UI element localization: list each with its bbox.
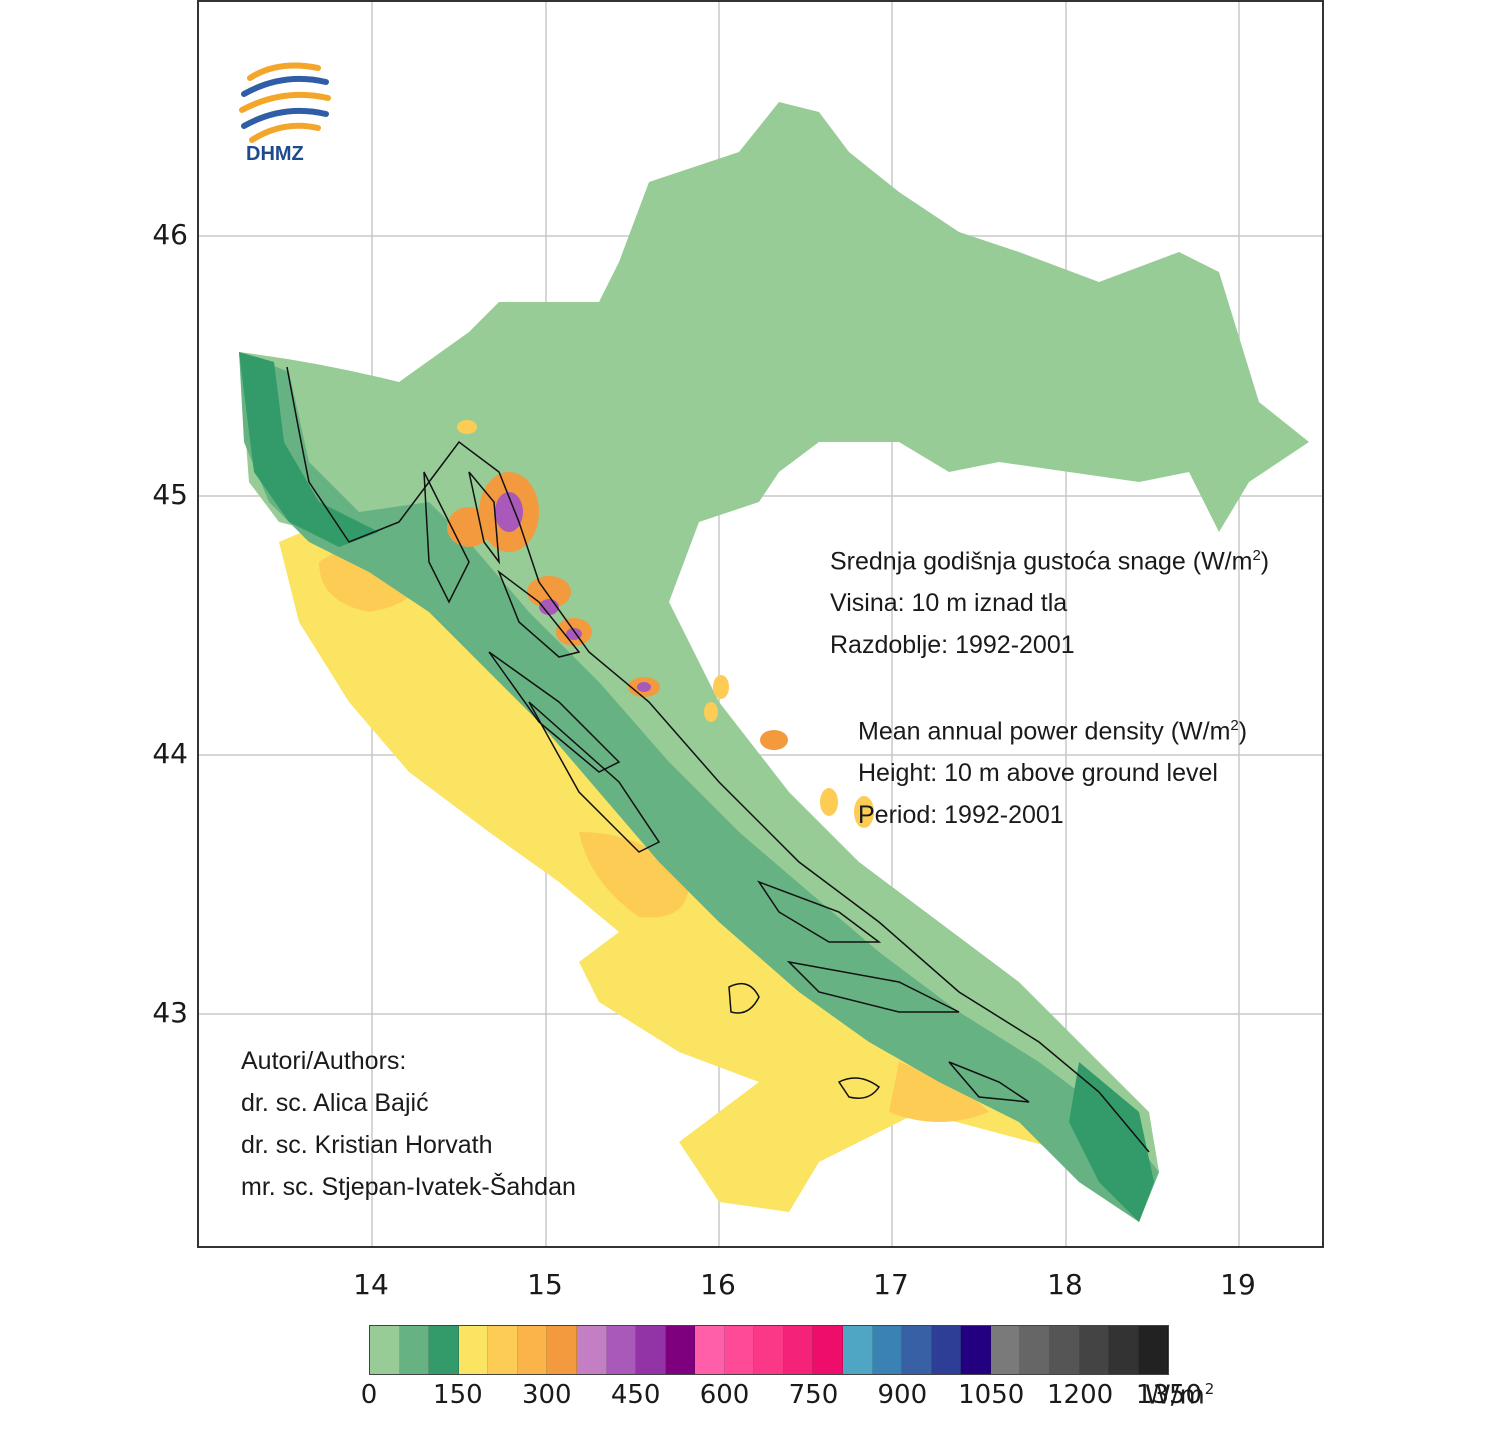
legend-swatch bbox=[576, 1326, 607, 1374]
legend-label: 1050 bbox=[958, 1380, 1025, 1410]
legend-swatch bbox=[429, 1326, 459, 1374]
legend-swatch bbox=[1049, 1326, 1080, 1374]
sea-orange-patch bbox=[889, 1062, 989, 1122]
dhmz-globe-icon: DHMZ bbox=[239, 62, 331, 165]
legend-swatch bbox=[754, 1326, 784, 1374]
legend-swatch bbox=[783, 1326, 814, 1374]
author-1: dr. sc. Alica Bajić bbox=[241, 1089, 429, 1117]
legend-swatch bbox=[1109, 1326, 1139, 1374]
legend-swatch bbox=[665, 1326, 696, 1374]
y-tick-44: 44 bbox=[152, 737, 188, 770]
sea-orange-patch bbox=[579, 832, 689, 918]
legend-label: 450 bbox=[610, 1380, 661, 1410]
title-en-line1: Mean annual power density (W/m2) bbox=[858, 717, 1248, 746]
legend-unit: W/m2 bbox=[1145, 1380, 1215, 1411]
legend-label: 1350 bbox=[1135, 1380, 1203, 1410]
legend-swatch bbox=[636, 1326, 666, 1374]
legend-label: 0 bbox=[360, 1380, 378, 1410]
land-mid-power bbox=[239, 352, 1159, 1222]
legend-swatch bbox=[458, 1326, 489, 1374]
map-frame bbox=[197, 0, 1324, 1248]
legend-swatch bbox=[724, 1326, 755, 1374]
legend-swatch bbox=[488, 1326, 518, 1374]
land-dark-power bbox=[1069, 1062, 1154, 1222]
legend-swatch bbox=[517, 1326, 548, 1374]
legend-swatch bbox=[1079, 1326, 1110, 1374]
title-en-line3: Period: 1992-2001 bbox=[858, 801, 1064, 830]
x-tick-18: 18 bbox=[1047, 1268, 1083, 1301]
legend-swatch bbox=[813, 1326, 843, 1374]
x-tick-15: 15 bbox=[527, 1268, 563, 1301]
y-tick-43: 43 bbox=[152, 996, 188, 1029]
legend-label: 900 bbox=[877, 1380, 928, 1410]
x-tick-17: 17 bbox=[873, 1268, 909, 1301]
land-low-power bbox=[239, 102, 1309, 1222]
title-hr-line1: Srednja godišnja gustoća snage (W/m2) bbox=[830, 547, 1270, 576]
legend-swatch bbox=[931, 1326, 962, 1374]
x-tick-14: 14 bbox=[353, 1268, 389, 1301]
legend-swatch bbox=[399, 1326, 430, 1374]
title-hr-line2: Visina: 10 m iznad tla bbox=[830, 589, 1068, 618]
y-tick-46: 46 bbox=[152, 218, 188, 251]
x-tick-19: 19 bbox=[1220, 1268, 1256, 1301]
legend-swatch bbox=[547, 1326, 577, 1374]
coastline-outline bbox=[286, 366, 1150, 1153]
logo-text: DHMZ bbox=[246, 143, 304, 165]
legend-swatch bbox=[370, 1326, 400, 1374]
legend-swatch bbox=[990, 1326, 1021, 1374]
title-en: Mean annual power density (W/m2) Height:… bbox=[858, 705, 1247, 836]
legend-label: 600 bbox=[699, 1380, 750, 1410]
legend-label: 150 bbox=[433, 1380, 483, 1410]
legend-label: 750 bbox=[788, 1380, 839, 1410]
y-tick-45: 45 bbox=[152, 478, 188, 511]
legend-swatch bbox=[695, 1326, 725, 1374]
legend-swatch bbox=[1020, 1326, 1050, 1374]
author-2: dr. sc. Kristian Horvath bbox=[241, 1131, 493, 1159]
map-svg bbox=[199, 2, 1322, 1246]
legend-label: 1200 bbox=[1047, 1380, 1114, 1410]
color-legend bbox=[369, 1325, 1169, 1375]
title-en-line2: Height: 10 m above ground level bbox=[858, 759, 1218, 788]
title-hr-line3: Razdoblje: 1992-2001 bbox=[830, 631, 1075, 660]
legend-swatch bbox=[961, 1326, 991, 1374]
legend-swatch bbox=[1138, 1326, 1169, 1374]
legend-label: 300 bbox=[521, 1380, 572, 1410]
x-tick-16: 16 bbox=[700, 1268, 736, 1301]
legend-swatch bbox=[843, 1326, 873, 1374]
land-dark-power bbox=[239, 352, 379, 547]
authors-heading: Autori/Authors: bbox=[241, 1047, 407, 1075]
legend-swatch bbox=[902, 1326, 932, 1374]
legend-swatch bbox=[606, 1326, 637, 1374]
author-3: mr. sc. Stjepan-Ivatek-Šahdan bbox=[241, 1173, 576, 1201]
authors-block: Autori/Authors: dr. sc. Alica Bajić dr. … bbox=[241, 1040, 576, 1208]
legend-swatch bbox=[872, 1326, 903, 1374]
title-hr: Srednja godišnja gustoća snage (W/m2) Vi… bbox=[830, 535, 1269, 666]
dhmz-logo: DHMZ bbox=[238, 60, 338, 170]
